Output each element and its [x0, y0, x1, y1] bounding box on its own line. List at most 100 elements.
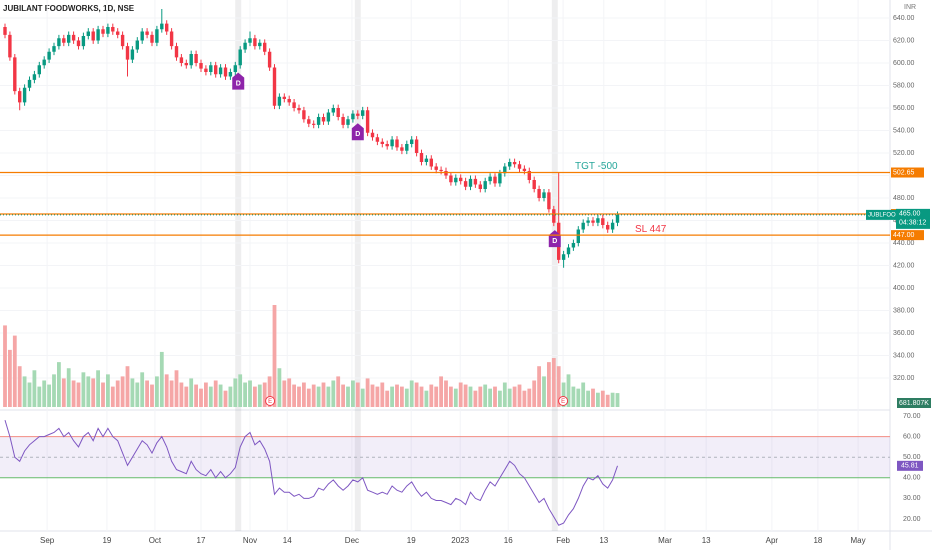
candle-body [542, 192, 546, 198]
volume-bar [189, 378, 194, 407]
volume-bar [380, 382, 385, 407]
y-tick-label: 580.00 [893, 82, 915, 89]
volume-bar [542, 376, 546, 407]
symbol-label: JUBLFOOD [868, 212, 901, 218]
candle-body [71, 34, 76, 41]
candle-body [606, 225, 610, 230]
volume-bar [115, 380, 120, 407]
x-tick-label: Nov [243, 536, 257, 545]
volume-bar [57, 362, 61, 407]
volume-bar [488, 388, 492, 407]
candle-body [370, 132, 375, 138]
candle-body [106, 27, 110, 34]
volume-bar [434, 386, 439, 407]
y-tick-label: 360.00 [893, 330, 915, 337]
candle-body [277, 96, 282, 106]
candle-body [160, 23, 164, 30]
y-tick-label: 620.00 [893, 37, 915, 44]
volume-bar [37, 386, 42, 407]
candle-body [326, 112, 331, 122]
volume-bar [395, 384, 399, 407]
volume-bar [370, 384, 375, 407]
level-box [891, 230, 924, 241]
candle-body [537, 189, 541, 198]
candle-body [380, 141, 384, 144]
earnings-marker [265, 396, 276, 406]
x-tick-label: Apr [766, 536, 779, 545]
candle-body [493, 176, 497, 184]
volume-bar [257, 384, 262, 407]
candle-body [454, 177, 458, 183]
rsi-tick-label: 50.00 [903, 454, 921, 461]
x-tick-label: 16 [504, 536, 513, 545]
chart-title: JUBILANT FOODWORKS, 1D, NSE [3, 4, 135, 13]
candle-body [22, 87, 27, 103]
candle-body [86, 31, 90, 36]
volume-bar [453, 388, 458, 407]
volume-bar [47, 384, 51, 407]
level-note: SL 447 [635, 224, 667, 235]
candle-body [243, 42, 247, 50]
volume-bar [3, 325, 7, 407]
volume-bar [174, 370, 179, 407]
candle-body [498, 173, 502, 184]
rsi-tick-label: 60.00 [903, 433, 921, 440]
volume-bar [473, 390, 478, 407]
x-tick-label: 13 [599, 536, 608, 545]
candle-body [312, 123, 316, 125]
candle-body [615, 214, 620, 223]
candle-body [316, 117, 321, 125]
volume-bar [341, 384, 345, 407]
volume-bar [27, 382, 32, 407]
volume-bar [248, 380, 252, 407]
candle-body [449, 175, 453, 183]
volume-bar [150, 384, 154, 407]
volume-bar [61, 378, 66, 407]
candle-body [96, 29, 100, 41]
volume-bar [81, 372, 86, 407]
volume-bar [238, 374, 243, 407]
volume-bar [566, 374, 571, 407]
price-box [896, 208, 930, 229]
candle-body [601, 218, 605, 225]
volume-box [897, 398, 931, 408]
rsi-tick-label: 20.00 [903, 516, 921, 523]
candle-body [424, 158, 429, 162]
x-tick-label: May [851, 536, 866, 545]
candle-body [81, 36, 86, 47]
y-tick-label: 400.00 [893, 285, 915, 292]
candle-body [561, 254, 566, 260]
volume-bar [400, 386, 404, 407]
volume-bar [101, 382, 105, 407]
candle-body [307, 119, 311, 124]
candle-body [405, 144, 409, 151]
volume-bar [581, 382, 586, 407]
volume-bar [228, 386, 233, 407]
candle-body [478, 184, 482, 189]
candle-body [336, 108, 340, 117]
candle-body [434, 166, 438, 170]
volume-bar [458, 382, 463, 407]
rsi-value-label: 45.81 [901, 463, 919, 470]
candle-body [473, 178, 478, 185]
volume-bar [184, 386, 189, 407]
volume-bar [561, 382, 566, 407]
volume-bar [463, 384, 468, 407]
volume-bar [507, 388, 512, 407]
candle-body [62, 38, 66, 43]
earnings-label: E [561, 399, 565, 405]
volume-bar [145, 380, 149, 407]
candle-body [57, 38, 61, 47]
volume-bar [272, 305, 277, 407]
candle-body [116, 31, 120, 35]
volume-bar [326, 386, 331, 407]
candle-body [179, 57, 184, 63]
candle-body [125, 46, 130, 60]
volume-bar [204, 382, 208, 407]
volume-bar [404, 388, 409, 407]
volume-bar [478, 386, 483, 407]
rsi-line [4, 419, 618, 526]
candle-body [444, 171, 448, 176]
volume-bar [135, 382, 140, 407]
